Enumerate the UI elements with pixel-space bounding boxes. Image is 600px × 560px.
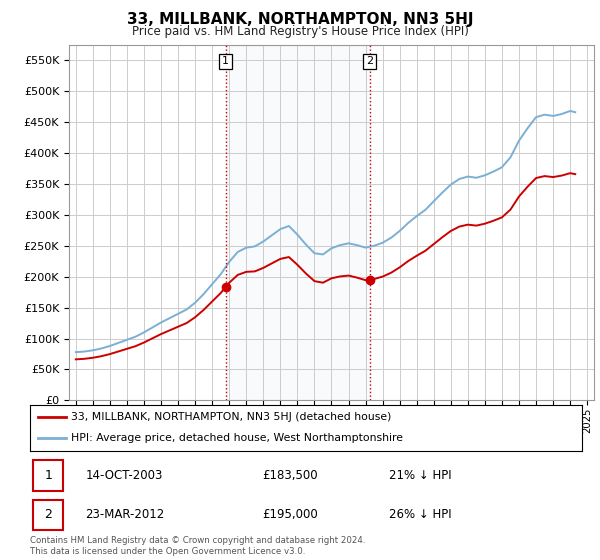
Text: 23-MAR-2012: 23-MAR-2012 <box>85 508 164 521</box>
Text: 2: 2 <box>366 57 373 67</box>
Text: 1: 1 <box>222 57 229 67</box>
Text: 2: 2 <box>44 508 52 521</box>
Text: HPI: Average price, detached house, West Northamptonshire: HPI: Average price, detached house, West… <box>71 433 403 444</box>
Text: 33, MILLBANK, NORTHAMPTON, NN3 5HJ: 33, MILLBANK, NORTHAMPTON, NN3 5HJ <box>127 12 473 27</box>
Text: £183,500: £183,500 <box>262 469 317 482</box>
Text: 33, MILLBANK, NORTHAMPTON, NN3 5HJ (detached house): 33, MILLBANK, NORTHAMPTON, NN3 5HJ (deta… <box>71 412 392 422</box>
Text: 26% ↓ HPI: 26% ↓ HPI <box>389 508 451 521</box>
Bar <box>226 45 370 400</box>
Text: Price paid vs. HM Land Registry's House Price Index (HPI): Price paid vs. HM Land Registry's House … <box>131 25 469 38</box>
FancyBboxPatch shape <box>33 460 63 491</box>
Text: £195,000: £195,000 <box>262 508 317 521</box>
Text: 1: 1 <box>44 469 52 482</box>
FancyBboxPatch shape <box>33 500 63 530</box>
Text: 14-OCT-2003: 14-OCT-2003 <box>85 469 163 482</box>
Text: 21% ↓ HPI: 21% ↓ HPI <box>389 469 451 482</box>
Text: Contains HM Land Registry data © Crown copyright and database right 2024.
This d: Contains HM Land Registry data © Crown c… <box>30 536 365 556</box>
